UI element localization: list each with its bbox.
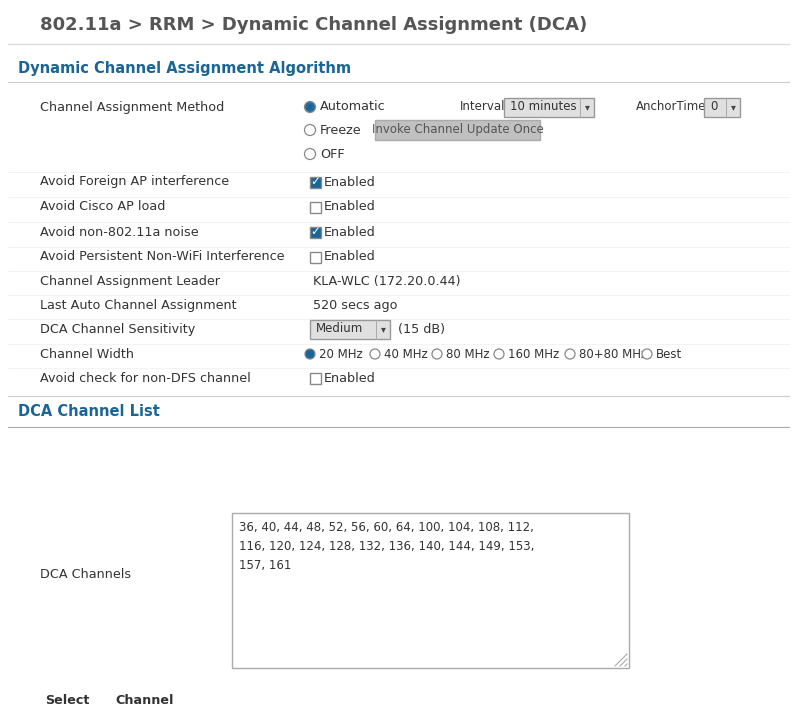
Circle shape	[304, 149, 316, 160]
Circle shape	[642, 349, 652, 359]
Text: 0: 0	[710, 101, 717, 114]
Text: Automatic: Automatic	[320, 101, 386, 114]
Text: 160 MHz: 160 MHz	[508, 347, 559, 360]
Text: Enabled: Enabled	[324, 372, 375, 385]
Text: 520 secs ago: 520 secs ago	[313, 298, 398, 311]
Text: ✓: ✓	[311, 175, 320, 188]
FancyBboxPatch shape	[310, 372, 321, 383]
Text: Avoid Persistent Non-WiFi Interference: Avoid Persistent Non-WiFi Interference	[40, 250, 285, 263]
FancyBboxPatch shape	[375, 120, 540, 140]
Text: DCA Channel Sensitivity: DCA Channel Sensitivity	[40, 323, 195, 336]
Text: DCA Channels: DCA Channels	[40, 569, 132, 582]
Circle shape	[304, 101, 316, 112]
Text: Avoid Foreign AP interference: Avoid Foreign AP interference	[40, 175, 229, 188]
Text: Interval:: Interval:	[460, 101, 509, 114]
Text: Invoke Channel Update Once: Invoke Channel Update Once	[371, 124, 544, 137]
Text: Channel: Channel	[115, 694, 174, 707]
FancyBboxPatch shape	[310, 176, 321, 188]
Text: Channel Assignment Method: Channel Assignment Method	[40, 101, 224, 114]
Text: Dynamic Channel Assignment Algorithm: Dynamic Channel Assignment Algorithm	[18, 60, 351, 75]
Text: Enabled: Enabled	[324, 201, 375, 214]
FancyBboxPatch shape	[232, 513, 629, 668]
FancyBboxPatch shape	[504, 98, 594, 116]
Text: Freeze: Freeze	[320, 124, 362, 137]
Text: ▾: ▾	[380, 324, 386, 334]
Text: Enabled: Enabled	[324, 226, 375, 239]
Text: 20 MHz: 20 MHz	[319, 347, 363, 360]
Circle shape	[304, 124, 316, 135]
Circle shape	[307, 104, 313, 110]
FancyBboxPatch shape	[310, 252, 321, 262]
FancyBboxPatch shape	[704, 98, 740, 116]
Text: (15 dB): (15 dB)	[398, 323, 445, 336]
Text: Avoid check for non-DFS channel: Avoid check for non-DFS channel	[40, 372, 251, 385]
Text: OFF: OFF	[320, 147, 344, 160]
Circle shape	[308, 352, 312, 357]
Circle shape	[432, 349, 442, 359]
Text: ▾: ▾	[584, 102, 590, 112]
Text: Avoid Cisco AP load: Avoid Cisco AP load	[40, 201, 165, 214]
FancyBboxPatch shape	[310, 201, 321, 213]
Text: Channel Width: Channel Width	[40, 347, 134, 360]
Circle shape	[370, 349, 380, 359]
Text: ✓: ✓	[311, 226, 320, 239]
Circle shape	[565, 349, 575, 359]
Circle shape	[494, 349, 504, 359]
Text: 40 MHz: 40 MHz	[384, 347, 428, 360]
Text: Medium: Medium	[316, 323, 363, 336]
Text: Last Auto Channel Assignment: Last Auto Channel Assignment	[40, 298, 237, 311]
Text: 80 MHz: 80 MHz	[446, 347, 489, 360]
Text: Avoid non-802.11a noise: Avoid non-802.11a noise	[40, 226, 198, 239]
Circle shape	[305, 349, 315, 359]
FancyBboxPatch shape	[310, 319, 390, 339]
Text: 80+80 MHz: 80+80 MHz	[579, 347, 647, 360]
Text: 802.11a > RRM > Dynamic Channel Assignment (DCA): 802.11a > RRM > Dynamic Channel Assignme…	[40, 16, 587, 34]
Text: 10 minutes: 10 minutes	[510, 101, 576, 114]
Text: AnchorTime:: AnchorTime:	[636, 101, 710, 114]
Text: Enabled: Enabled	[324, 175, 375, 188]
FancyBboxPatch shape	[310, 226, 321, 237]
Text: Channel Assignment Leader: Channel Assignment Leader	[40, 275, 220, 288]
Text: Select: Select	[45, 694, 89, 707]
Text: Best: Best	[656, 347, 682, 360]
Text: Enabled: Enabled	[324, 250, 375, 263]
Text: 36, 40, 44, 48, 52, 56, 60, 64, 100, 104, 108, 112,
116, 120, 124, 128, 132, 136: 36, 40, 44, 48, 52, 56, 60, 64, 100, 104…	[239, 521, 534, 572]
Text: ▾: ▾	[731, 102, 736, 112]
Text: DCA Channel List: DCA Channel List	[18, 405, 160, 419]
Text: KLA-WLC (172.20.0.44): KLA-WLC (172.20.0.44)	[313, 275, 461, 288]
